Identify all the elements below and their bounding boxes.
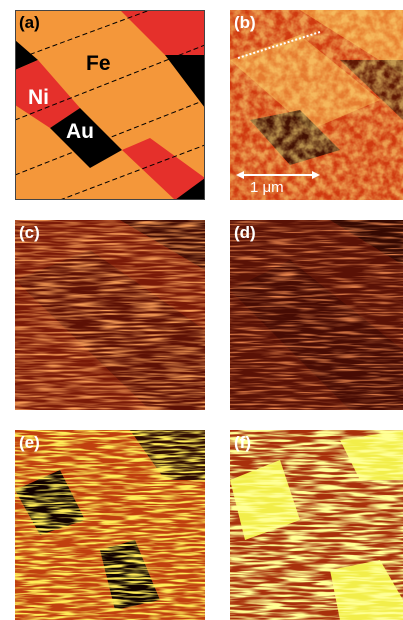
scale-bar-label: 1 μm xyxy=(250,179,284,196)
panel-f xyxy=(230,430,403,620)
panel-e xyxy=(15,430,205,620)
panel-label: (a) xyxy=(19,13,40,32)
panel-b xyxy=(230,10,403,200)
material-label: Ni xyxy=(28,86,49,109)
figure: (a) Fe Ni Au (b) 1 μm (c) (d) xyxy=(0,0,403,620)
panel-c xyxy=(15,220,205,410)
material-label: Fe xyxy=(86,52,111,75)
panel-label: (b) xyxy=(234,13,256,32)
page: (a) Fe Ni Au (b) 1 μm (c) (d) xyxy=(0,0,403,620)
panel-label: (c) xyxy=(19,223,40,242)
panel-label: (d) xyxy=(234,223,256,242)
panel-d xyxy=(230,220,403,410)
material-label: Au xyxy=(66,120,94,143)
panel-label: (e) xyxy=(19,433,40,452)
panel-label: (f) xyxy=(234,433,251,452)
